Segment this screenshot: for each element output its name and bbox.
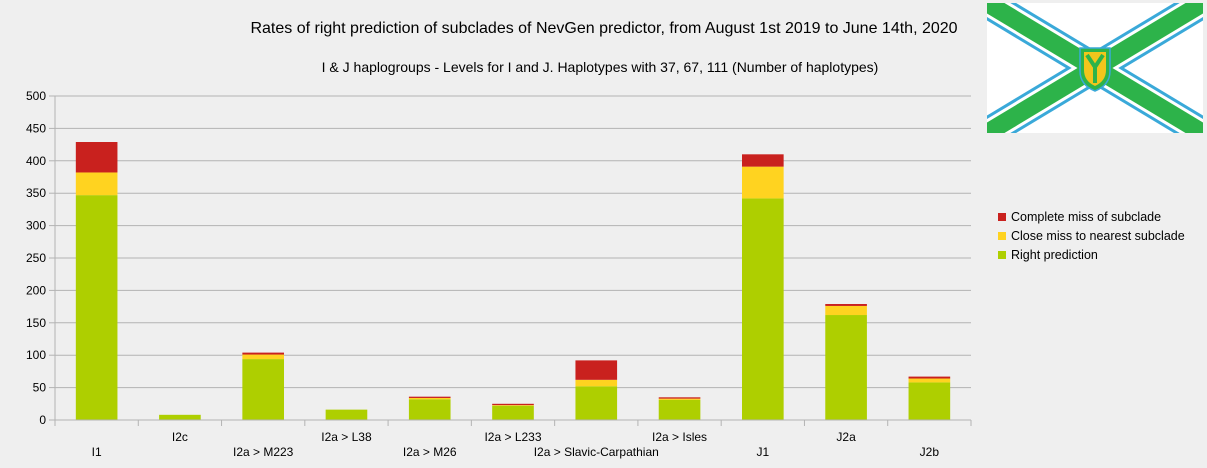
legend-item-right-prediction: Right prediction bbox=[998, 245, 1185, 264]
x-tick-label: I2a > L38 bbox=[321, 430, 372, 444]
bar-right-prediction bbox=[325, 409, 368, 420]
bar-close-miss-to-nearest-subclade bbox=[408, 397, 451, 400]
legend-swatch-right-prediction bbox=[998, 250, 1006, 259]
x-tick-label: J2a bbox=[836, 430, 856, 444]
bar-right-prediction bbox=[658, 399, 701, 420]
y-tick-label: 300 bbox=[26, 219, 46, 233]
x-tick-label: I2a > L233 bbox=[484, 430, 541, 444]
legend-label-close-miss: Close miss to nearest subclade bbox=[1011, 228, 1185, 243]
x-tick-label: I1 bbox=[92, 445, 102, 459]
y-tick-label: 250 bbox=[26, 251, 46, 265]
legend-label-right-prediction: Right prediction bbox=[1011, 247, 1098, 262]
bar-complete-miss-of-subclade bbox=[825, 304, 867, 306]
legend: Complete miss of subclade Close miss to … bbox=[998, 207, 1185, 264]
bar-close-miss-to-nearest-subclade bbox=[658, 398, 701, 400]
y-tick-label: 150 bbox=[26, 316, 46, 330]
bar-close-miss-to-nearest-subclade bbox=[242, 354, 284, 360]
bar-complete-miss-of-subclade bbox=[742, 154, 784, 167]
bar-complete-miss-of-subclade bbox=[75, 142, 118, 173]
bar-complete-miss-of-subclade bbox=[242, 352, 284, 355]
legend-label-complete-miss: Complete miss of subclade bbox=[1011, 209, 1162, 224]
legend-swatch-complete-miss bbox=[998, 212, 1006, 221]
flag-image bbox=[987, 3, 1203, 133]
bar-close-miss-to-nearest-subclade bbox=[742, 166, 784, 199]
bar-right-prediction bbox=[492, 405, 534, 420]
bar-complete-miss-of-subclade bbox=[492, 403, 534, 406]
bar-complete-miss-of-subclade bbox=[658, 397, 701, 399]
bar-close-miss-to-nearest-subclade bbox=[492, 405, 534, 406]
x-tick-label: I2a > Slavic-Carpathian bbox=[534, 445, 659, 459]
y-tick-label: 450 bbox=[26, 121, 46, 135]
chart-title: Rates of right prediction of subclades o… bbox=[250, 20, 958, 37]
y-tick-label: 500 bbox=[26, 89, 46, 103]
bar-right-prediction bbox=[75, 195, 118, 420]
x-tick-label: I2a > M223 bbox=[233, 445, 294, 459]
y-tick-label: 0 bbox=[39, 413, 46, 427]
bar-right-prediction bbox=[575, 386, 618, 420]
bar-right-prediction bbox=[242, 359, 284, 420]
x-tick-label: I2c bbox=[172, 430, 188, 444]
y-tick-label: 50 bbox=[33, 381, 47, 395]
y-tick-label: 100 bbox=[26, 348, 46, 362]
bar-right-prediction bbox=[742, 198, 784, 420]
legend-item-complete-miss: Complete miss of subclade bbox=[998, 207, 1185, 226]
bar-close-miss-to-nearest-subclade bbox=[75, 172, 118, 196]
bar-close-miss-to-nearest-subclade bbox=[825, 305, 867, 316]
bar-close-miss-to-nearest-subclade bbox=[575, 379, 618, 387]
bar-complete-miss-of-subclade bbox=[575, 360, 618, 380]
bar-complete-miss-of-subclade bbox=[408, 396, 451, 398]
legend-item-close-miss: Close miss to nearest subclade bbox=[998, 226, 1185, 245]
bar-right-prediction bbox=[159, 414, 201, 420]
x-tick-label: J2b bbox=[920, 445, 940, 459]
x-tick-label: J1 bbox=[756, 445, 769, 459]
bar-close-miss-to-nearest-subclade bbox=[908, 378, 951, 383]
bar-complete-miss-of-subclade bbox=[908, 376, 951, 379]
legend-swatch-close-miss bbox=[998, 231, 1006, 240]
bar-right-prediction bbox=[825, 315, 867, 420]
bar-right-prediction bbox=[908, 382, 951, 420]
x-tick-label: I2a > Isles bbox=[652, 430, 707, 444]
x-tick-label: I2a > M26 bbox=[403, 445, 457, 459]
chart-subtitle: I & J haplogroups - Levels for I and J. … bbox=[321, 59, 879, 75]
bar-right-prediction bbox=[408, 399, 451, 420]
y-tick-label: 400 bbox=[26, 154, 46, 168]
y-tick-label: 350 bbox=[26, 186, 46, 200]
y-tick-label: 200 bbox=[26, 283, 46, 297]
